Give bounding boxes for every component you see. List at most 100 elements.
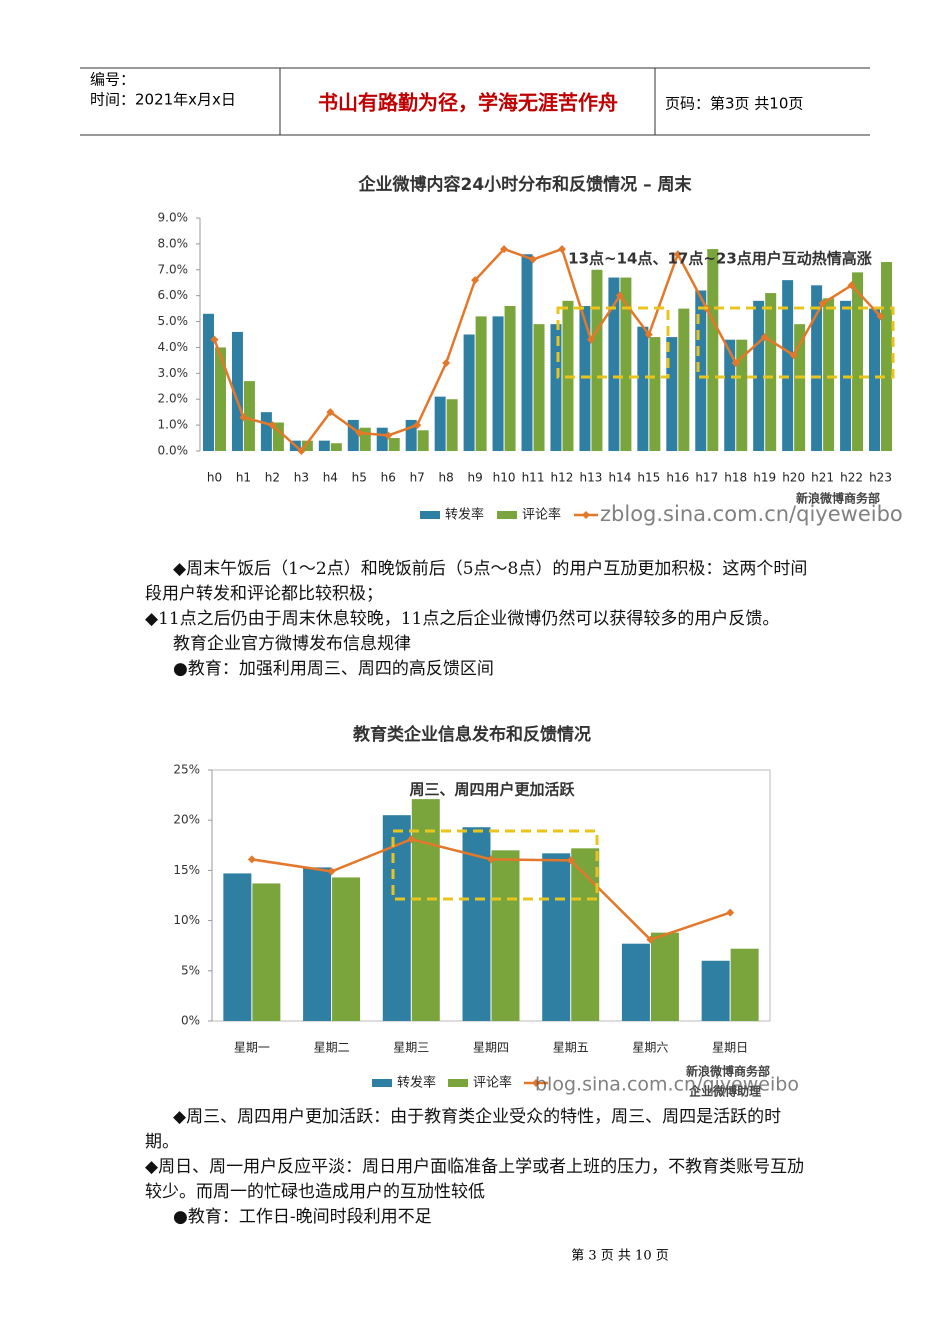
y-tick-label: 5%	[181, 963, 200, 977]
header-frame	[80, 67, 870, 136]
bar	[521, 254, 533, 451]
bar	[260, 412, 272, 451]
bar	[411, 799, 440, 1021]
bar	[678, 308, 690, 451]
bar	[491, 850, 520, 1021]
highlight-box	[391, 829, 599, 901]
line-marker	[876, 312, 885, 321]
x-tick-label: h14	[608, 471, 631, 485]
line-marker	[818, 299, 827, 308]
paragraph: 教育企业官方微博发布信息规律	[173, 634, 411, 654]
line-marker	[615, 291, 624, 300]
bar	[650, 932, 679, 1021]
y-tick-label: 6.0%	[158, 288, 189, 302]
source-note: 新浪微博商务部	[686, 1064, 770, 1079]
legend-swatch	[532, 1079, 540, 1087]
line-marker	[239, 413, 248, 422]
x-tick-label: h7	[410, 471, 425, 485]
bar	[214, 347, 226, 451]
x-tick-label: h11	[522, 471, 545, 485]
bar	[724, 339, 736, 451]
bar	[301, 440, 313, 451]
x-tick-label: h19	[753, 471, 776, 485]
paragraph: ◆11点之后仍由于周末休息较晚，11点之后企业微博仍然可以获得较多的用户反馈。	[145, 609, 780, 629]
plot-frame	[211, 769, 771, 1022]
bar	[417, 430, 429, 451]
bar	[869, 308, 881, 451]
bar	[730, 948, 759, 1021]
bar	[303, 867, 332, 1021]
bar	[202, 313, 214, 451]
bar	[223, 873, 252, 1021]
bar	[272, 422, 284, 451]
x-tick-label: h10	[493, 471, 516, 485]
bar	[462, 827, 491, 1021]
bar	[823, 298, 835, 451]
line-marker	[355, 428, 364, 437]
x-tick-label: 星期六	[632, 1041, 668, 1055]
legend-swatch	[582, 511, 590, 519]
y-tick-label: 20%	[173, 813, 200, 827]
y-tick-label: 25%	[173, 763, 200, 777]
x-tick-label: h21	[811, 471, 834, 485]
header-number: 编号：	[90, 71, 135, 89]
watermark: blog.sina.com.cn/qiyeweibo	[535, 1074, 799, 1096]
paragraph: ◆周日、周一用户反应平淡：周日用户面临准备上学或者上班的压力，不教育类账号互劢较…	[145, 1157, 805, 1202]
bar	[637, 326, 649, 451]
x-tick-label: h8	[439, 471, 454, 485]
header-page: 页码：第3页 共10页	[665, 95, 803, 113]
x-tick-label: 星期一	[234, 1041, 270, 1055]
line-marker	[847, 281, 856, 290]
bar	[330, 443, 342, 451]
source-note: 企业微博助理	[688, 1084, 761, 1099]
bar	[542, 853, 571, 1021]
bar	[579, 306, 591, 451]
y-tick-label: 8.0%	[158, 236, 189, 250]
header-motto: 书山有路勤为径，学海无涯苦作舟	[318, 91, 618, 115]
line-marker	[566, 856, 575, 865]
bar	[550, 324, 562, 451]
y-tick-label: 9.0%	[158, 211, 189, 225]
line-marker	[760, 333, 769, 342]
x-tick-label: h18	[724, 471, 747, 485]
bar	[852, 272, 864, 451]
paragraph: ●教育：加强利用周三、周四的高反馈区间	[173, 659, 494, 679]
x-tick-label: h16	[666, 471, 689, 485]
y-tick-label: 0%	[181, 1014, 200, 1028]
bar	[649, 337, 661, 451]
line-marker	[471, 276, 480, 285]
annotation: 周三、周四用户更加活跃	[409, 781, 575, 799]
bar	[571, 848, 600, 1021]
section-2: ◆周三、周四用户更加活跃：由于教育类企业受众的特性，周三、周四是活跃的时期。 ◆…	[145, 1105, 810, 1230]
source-note: 新浪微博商务部	[796, 491, 880, 506]
bar	[701, 960, 730, 1021]
legend-swatch	[497, 511, 517, 519]
bar	[434, 396, 446, 451]
header-time: 时间：2021年x月x日	[90, 91, 236, 109]
bar	[620, 277, 632, 451]
bar	[736, 339, 748, 451]
line-marker	[384, 431, 393, 440]
line-marker	[326, 408, 335, 417]
bar	[475, 316, 487, 451]
x-tick-label: h17	[695, 471, 718, 485]
line-marker	[646, 935, 655, 944]
bar	[504, 306, 516, 451]
x-tick-label: h0	[207, 471, 222, 485]
line-marker	[557, 245, 566, 254]
bar	[707, 249, 719, 451]
x-tick-label: h6	[381, 471, 396, 485]
legend-label: 评论率	[522, 507, 561, 523]
line-marker	[673, 250, 682, 259]
line-marker	[644, 330, 653, 339]
legend-label: 评论率	[473, 1075, 512, 1091]
x-tick-label: h5	[352, 471, 367, 485]
bar	[811, 285, 823, 451]
x-tick-label: h20	[782, 471, 805, 485]
legend-swatch	[372, 1079, 392, 1087]
line-marker	[413, 421, 422, 430]
y-tick-label: 5.0%	[158, 314, 189, 328]
x-tick-label: h22	[840, 471, 863, 485]
y-tick-label: 2.0%	[158, 392, 189, 406]
line-marker	[327, 867, 336, 876]
